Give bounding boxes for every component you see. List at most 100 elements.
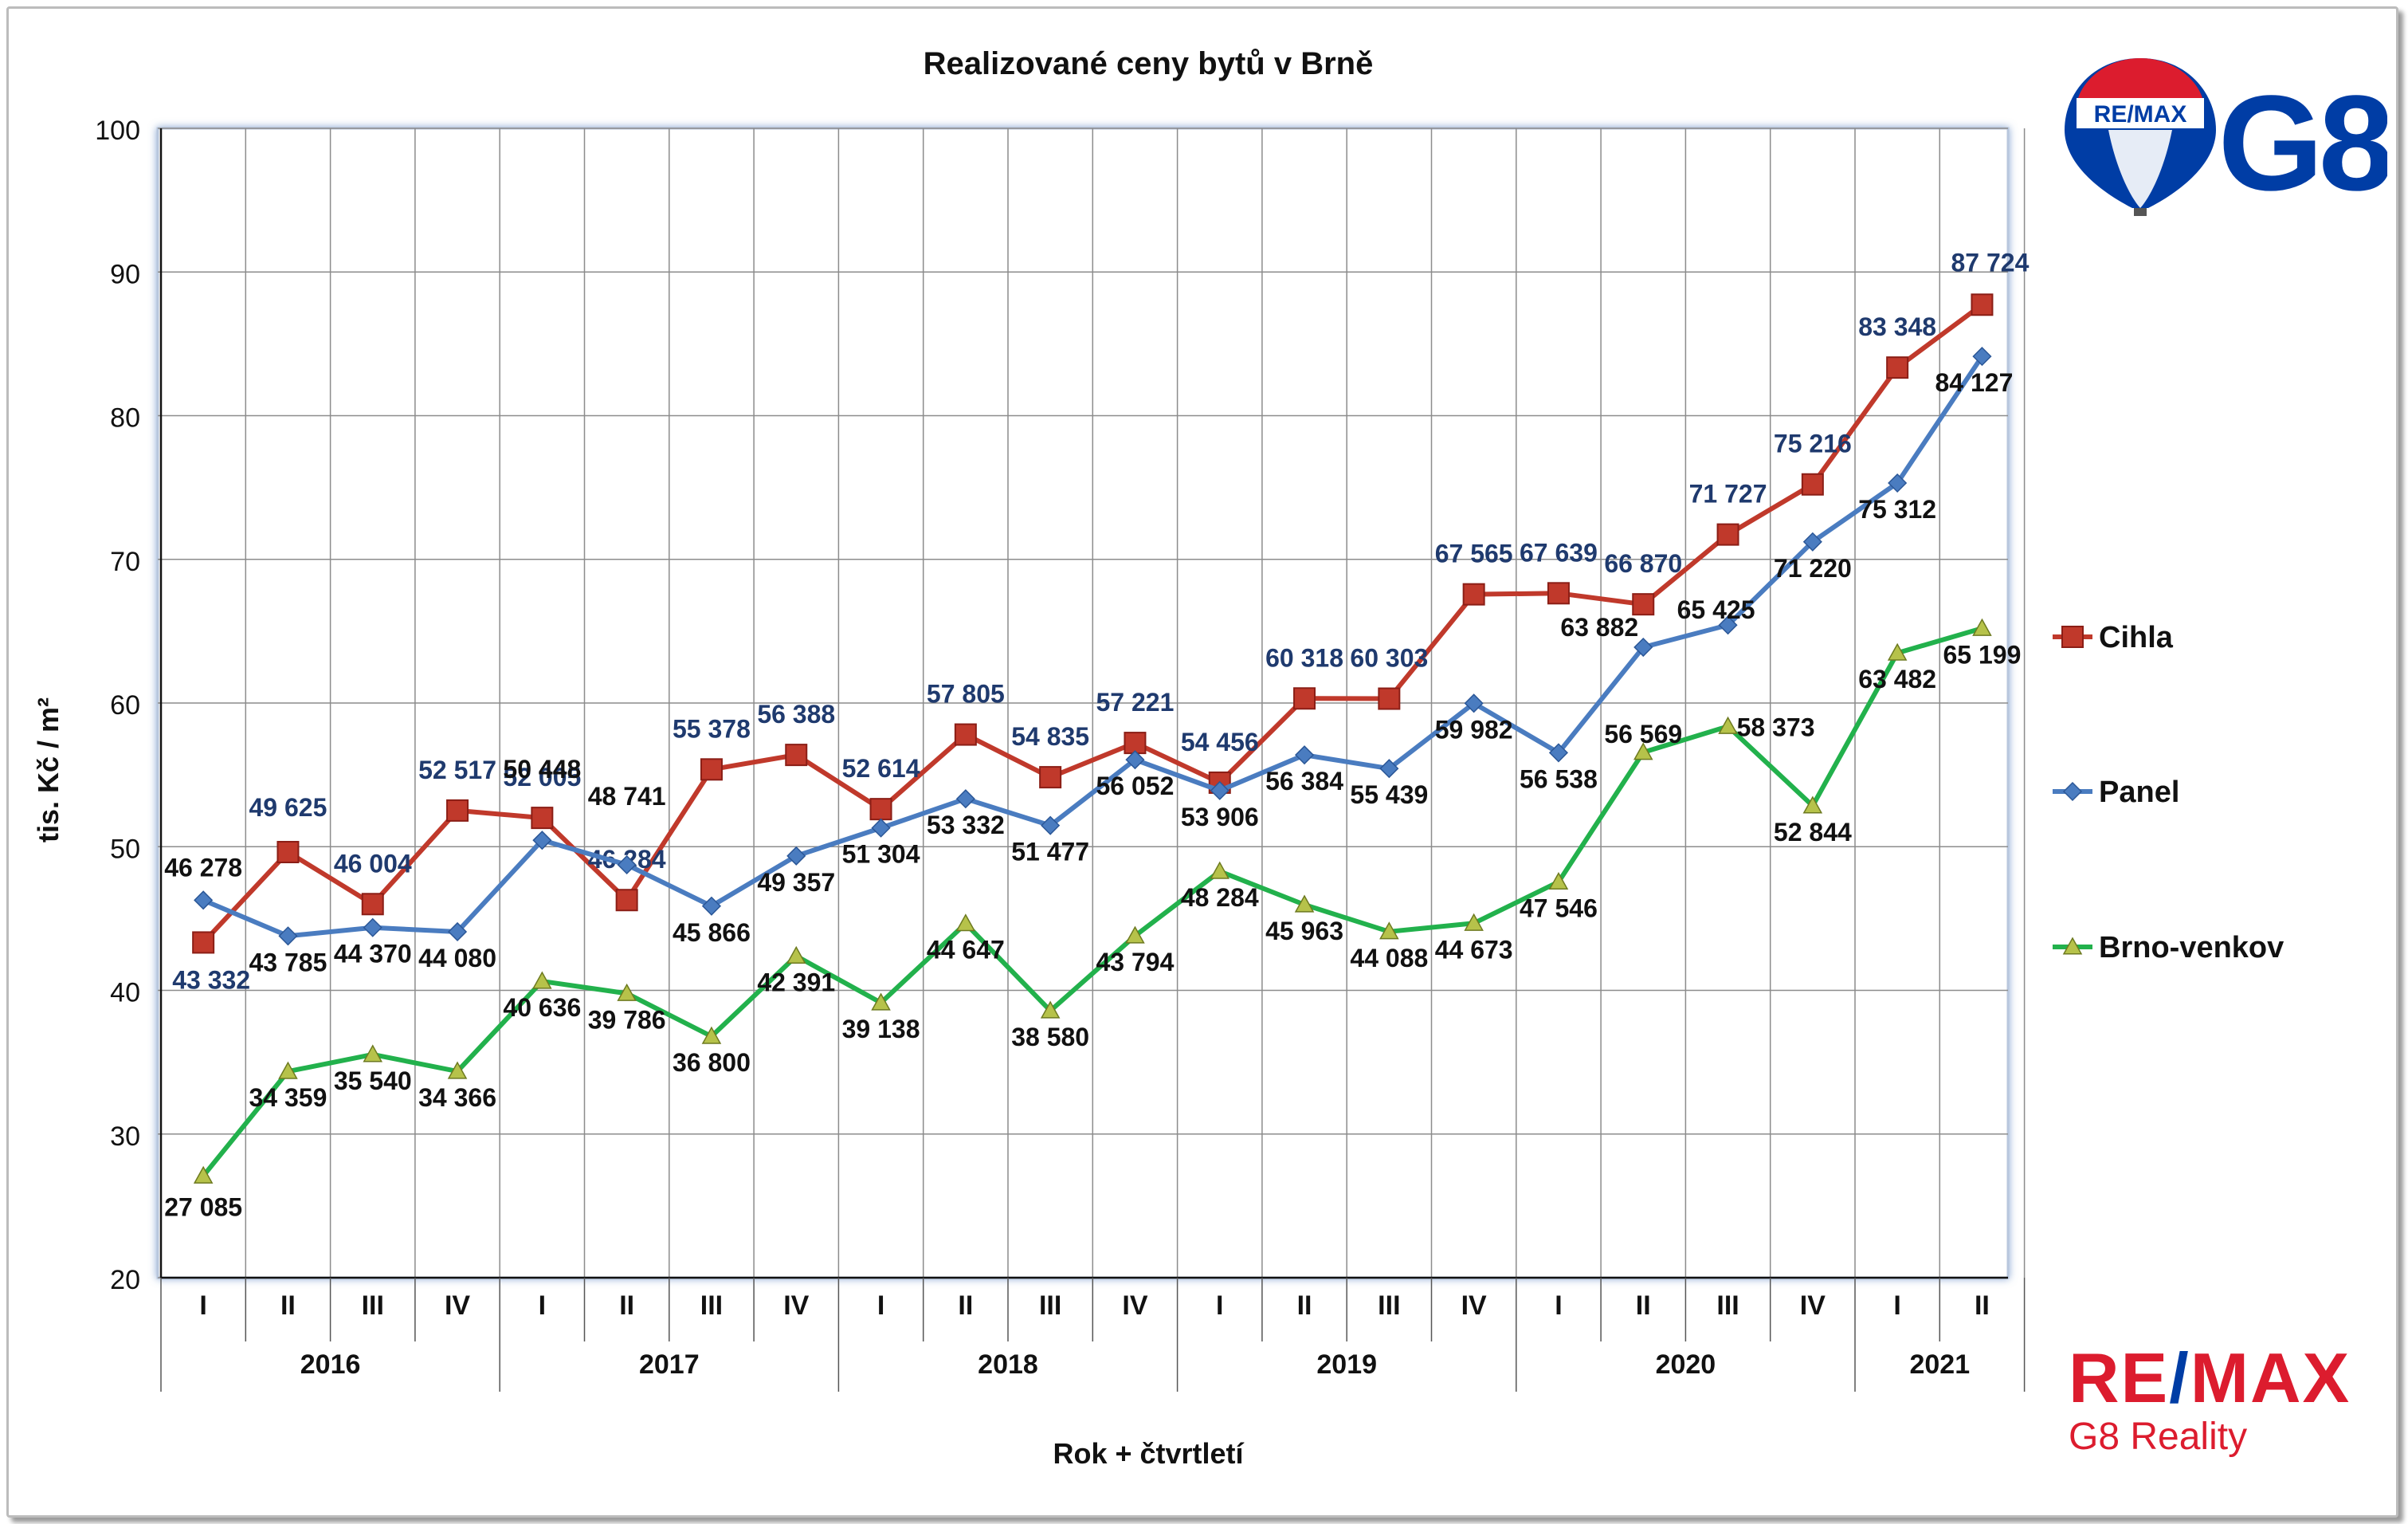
data-label: 67 639 xyxy=(1520,538,1598,567)
x-quarter-label: IV xyxy=(1800,1290,1826,1321)
point-marker xyxy=(1548,871,1569,890)
data-label: 39 138 xyxy=(842,1015,920,1043)
point-marker xyxy=(786,846,806,866)
x-quarter-label: III xyxy=(1378,1290,1400,1321)
x-year-label: 2020 xyxy=(1656,1349,1716,1380)
chart-frame: Realizované ceny bytů v Brně 20 30 40 50 60 7… xyxy=(6,6,2398,1518)
x-quarter-label: IV xyxy=(1461,1290,1487,1321)
chart-title: Realizované ceny bytů v Brně xyxy=(924,46,1374,81)
data-label: 87 724 xyxy=(1951,248,2030,277)
data-label: 56 052 xyxy=(1096,772,1175,800)
x-quarter-label: II xyxy=(1636,1290,1651,1321)
legend-label: Cihla xyxy=(2099,621,2174,654)
data-label: 60 318 xyxy=(1265,643,1343,672)
point-marker xyxy=(1040,1000,1061,1019)
point-marker xyxy=(1972,618,1992,636)
data-label: 27 085 xyxy=(164,1192,242,1221)
data-label: 71 727 xyxy=(1689,480,1767,509)
data-label: 56 569 xyxy=(1604,720,1682,748)
x-quarter-label: IV xyxy=(783,1290,809,1321)
data-label: 46 278 xyxy=(164,853,242,882)
data-label: 53 906 xyxy=(1181,803,1259,831)
point-marker xyxy=(701,896,722,916)
point-marker xyxy=(1972,347,1992,367)
point-marker xyxy=(1888,473,1908,493)
data-label: 54 835 xyxy=(1011,722,1089,751)
remax-g8-logo: RE/MAX G8 xyxy=(2065,58,2387,218)
data-label: 44 080 xyxy=(418,944,496,972)
point-marker xyxy=(1294,745,1315,765)
x-year-label: 2021 xyxy=(1909,1349,1970,1380)
x-quarter-label: III xyxy=(1716,1290,1739,1321)
x-quarter-label: I xyxy=(1893,1290,1900,1321)
point-marker xyxy=(786,945,806,964)
line-chart: Realizované ceny bytů v Brně 20 30 40 50 60 7… xyxy=(32,46,2284,1470)
x-quarter-label: I xyxy=(877,1290,884,1321)
series-line xyxy=(201,302,1984,945)
data-label: 44 088 xyxy=(1350,944,1428,972)
y-axis-label: tis. Kč / m² xyxy=(32,697,65,843)
x-quarter-label: I xyxy=(199,1290,206,1321)
point-marker xyxy=(1462,583,1485,606)
point-marker xyxy=(1802,795,1823,814)
point-marker xyxy=(1378,687,1401,710)
point-marker xyxy=(955,913,976,932)
y-tick-label: 100 xyxy=(95,116,140,146)
y-tick-label: 20 xyxy=(110,1265,140,1295)
data-label: 42 391 xyxy=(757,968,835,996)
data-label: 45 963 xyxy=(1265,917,1343,945)
x-quarter-label: III xyxy=(362,1290,384,1321)
point-marker xyxy=(1718,716,1738,734)
point-marker xyxy=(700,758,723,781)
point-marker xyxy=(701,1026,722,1044)
x-year-label: 2016 xyxy=(300,1349,361,1380)
point-marker xyxy=(447,921,468,942)
point-marker xyxy=(615,889,638,912)
data-label: 43 332 xyxy=(172,965,250,994)
g8-logo-text: G8 xyxy=(2218,68,2387,218)
series-line xyxy=(201,626,1983,1178)
data-label: 44 370 xyxy=(334,940,412,968)
point-marker xyxy=(532,831,552,850)
data-label: 58 373 xyxy=(1737,713,1815,741)
legend-item: Brno-venkov xyxy=(2053,931,2284,964)
data-label: 75 216 xyxy=(1774,430,1852,458)
data-label: 50 448 xyxy=(503,755,581,784)
data-label: 60 303 xyxy=(1350,644,1428,673)
data-label: 65 199 xyxy=(1943,640,2022,669)
x-quarter-label: I xyxy=(539,1290,546,1321)
y-tick-label: 30 xyxy=(110,1121,140,1152)
data-label: 44 673 xyxy=(1435,935,1513,964)
g8-reality-text: G8 Reality xyxy=(2069,1416,2248,1458)
data-label: 52 517 xyxy=(418,756,496,784)
y-tick-label: 80 xyxy=(110,403,140,434)
point-marker xyxy=(1887,642,1908,661)
point-marker xyxy=(1125,925,1145,944)
point-marker xyxy=(1464,913,1484,931)
point-marker xyxy=(1718,615,1738,635)
remax-wordmark: RE/MAX xyxy=(2069,1338,2351,1417)
x-year-label: 2018 xyxy=(978,1349,1038,1380)
x-quarter-label: IV xyxy=(445,1290,470,1321)
data-label: 55 439 xyxy=(1350,780,1428,809)
data-label: 44 647 xyxy=(927,936,1005,964)
point-marker xyxy=(1293,687,1316,710)
data-label: 59 982 xyxy=(1435,715,1513,744)
point-marker xyxy=(869,798,892,821)
x-year-label: 2019 xyxy=(1316,1349,1377,1380)
data-label: 84 127 xyxy=(1935,368,2014,397)
point-marker xyxy=(363,917,382,937)
data-label: 57 221 xyxy=(1096,688,1175,717)
data-label: 57 805 xyxy=(927,680,1005,709)
data-label: 56 538 xyxy=(1520,764,1598,793)
point-marker xyxy=(1971,293,1994,316)
point-marker xyxy=(2061,626,2084,648)
point-marker xyxy=(278,1061,298,1079)
x-quarter-label: II xyxy=(619,1290,634,1321)
x-quarter-label: II xyxy=(280,1290,296,1321)
remax-g8-reality-logo: RE/MAX G8 Reality xyxy=(2069,1341,2387,1458)
data-label: 52 844 xyxy=(1774,818,1852,846)
point-marker xyxy=(193,1165,214,1184)
y-tick-label: 40 xyxy=(110,978,140,1008)
